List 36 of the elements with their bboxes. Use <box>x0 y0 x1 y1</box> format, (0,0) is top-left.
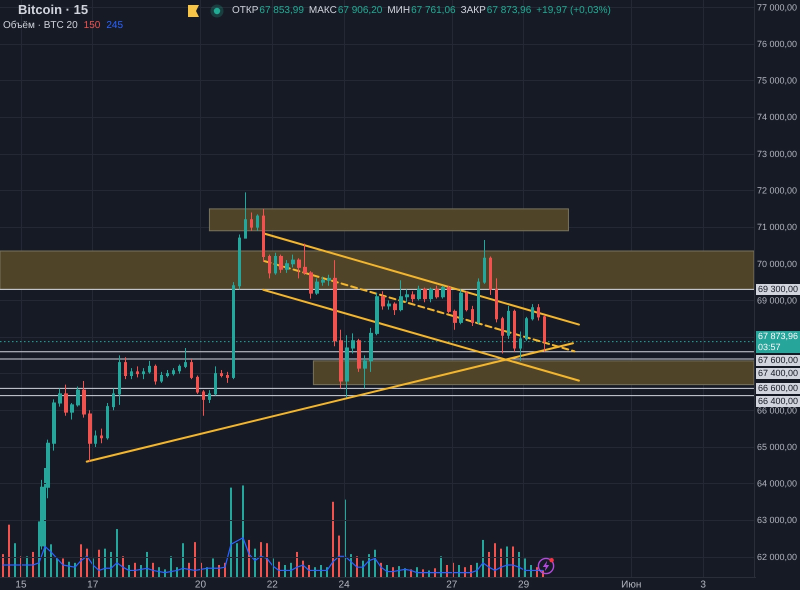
x-tick-label: 17 <box>87 580 99 590</box>
annotation: 245 <box>106 20 124 31</box>
y-tick-label: 72 000,00 <box>756 186 798 196</box>
annotation: МИН <box>387 5 410 16</box>
annotation: +19,97 (+0,03%) <box>536 5 611 16</box>
annotation: 150 <box>84 20 100 31</box>
chart-title: Bitcoin · 15 <box>18 2 88 17</box>
y-tick-label: 73 000,00 <box>756 148 798 159</box>
y-tick-label: 62 000,00 <box>756 552 798 562</box>
y-tick-label: 63 000,00 <box>756 515 798 526</box>
x-tick-label: 3 <box>700 580 706 590</box>
y-tick-label: 65 000,00 <box>756 442 798 452</box>
x-tick-label: 15 <box>15 580 27 590</box>
annotation: 67 906,20 <box>338 5 382 16</box>
x-tick-label: Июн <box>621 580 642 590</box>
annotation: ЗАКР <box>460 5 486 16</box>
annotation: МАКС <box>308 5 337 16</box>
x-tick-label: 24 <box>338 580 350 590</box>
chart-title: Объём · BTC 20 <box>3 20 78 31</box>
x-tick-label: 27 <box>446 580 458 590</box>
x-tick-label: 20 <box>194 580 206 590</box>
y-tick-label: 77 000,00 <box>756 2 798 12</box>
annotation: 67 873,96 <box>486 5 532 16</box>
y-tick-label: 74 000,00 <box>756 112 798 122</box>
y-tick-label: 66 000,00 <box>756 405 798 416</box>
y-tick-label: 75 000,00 <box>756 76 798 86</box>
y-tick-label: 64 000,00 <box>756 478 798 489</box>
annotation: 67 853,99 <box>259 5 304 16</box>
x-tick-label: 29 <box>518 580 530 590</box>
y-tick-label: 76 000,00 <box>756 38 798 49</box>
y-tick-label: 70 000,00 <box>756 258 798 269</box>
annotation: 67 761,06 <box>411 5 456 16</box>
y-tick-label: 71 000,00 <box>756 222 798 232</box>
annotation: ОТКР <box>232 5 258 16</box>
y-tick-label: 69 000,00 <box>756 295 798 306</box>
x-tick-label: 22 <box>266 580 278 590</box>
